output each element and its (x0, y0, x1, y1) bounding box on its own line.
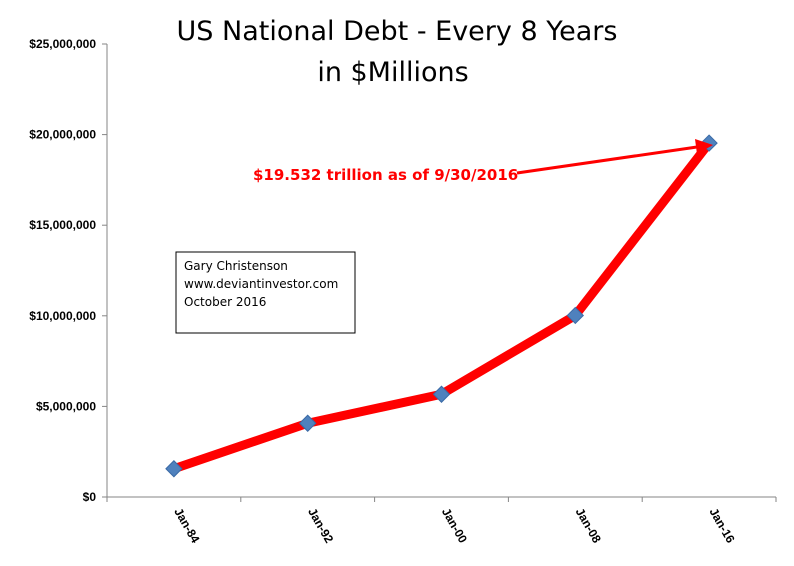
chart-title-line2: in $Millions (317, 57, 468, 88)
credit-line-website: www.deviantinvestor.com (184, 277, 338, 291)
y-tick-label: $10,000,000 (29, 309, 96, 323)
x-tick-label: Jan-84 (171, 506, 202, 546)
credit-box-border (175, 251, 356, 334)
x-tick-label: Jan-08 (573, 506, 604, 546)
credit-line-name: Gary Christenson (184, 259, 288, 273)
credit-line-date: October 2016 (184, 295, 266, 309)
axes (106, 44, 776, 498)
y-tick-label: $0 (83, 490, 97, 504)
data-point-marker (432, 385, 451, 403)
series-group (165, 134, 718, 478)
credit-box: Gary Christenson www.deviantinvestor.com… (175, 251, 356, 334)
y-tick-label: $5,000,000 (36, 399, 96, 413)
y-tick-label: $15,000,000 (29, 218, 96, 232)
x-tick-label: Jan-00 (439, 506, 470, 546)
x-tick-label: Jan-92 (305, 506, 336, 546)
y-tick-label: $25,000,000 (29, 37, 96, 51)
annotation-group: $19.532 trillion as of 9/30/2016 (253, 139, 713, 184)
data-point-marker (298, 414, 317, 432)
x-axis-ticks: Jan-84 Jan-92 Jan-00 Jan-08 Jan-16 (106, 497, 777, 546)
y-tick-label: $20,000,000 (29, 128, 96, 142)
x-tick-label: Jan-16 (707, 506, 738, 546)
annotation-arrow-head (695, 139, 713, 154)
data-point-marker (566, 306, 585, 325)
annotation-text: $19.532 trillion as of 9/30/2016 (253, 166, 518, 184)
annotation-arrow-shaft (516, 145, 698, 175)
data-point-marker (165, 460, 183, 478)
y-axis-ticks: $0 $5,000,000 $10,000,000 $15,000,000 $20,00… (29, 37, 107, 504)
chart-title-line1: US National Debt - Every 8 Years (177, 16, 618, 47)
